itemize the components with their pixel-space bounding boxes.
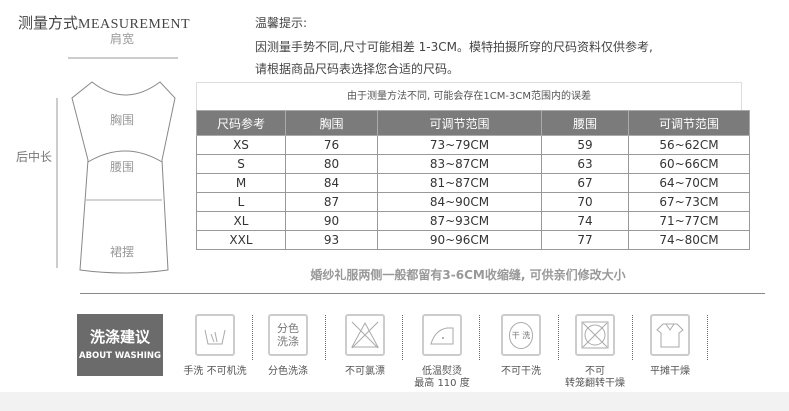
care-label: 分色洗涤	[268, 366, 308, 377]
header-waist: 腰围	[541, 110, 629, 136]
table-row: S 80 83~87CM 63 60~66CM	[196, 154, 750, 174]
care-label: 低温熨烫 最高 110 度	[414, 366, 470, 389]
washing-title-en: ABOUT WASHING	[78, 351, 161, 361]
table-cell: 67~73CM	[628, 192, 750, 212]
table-cell: XL	[196, 211, 286, 231]
header-bust: 胸围	[285, 110, 378, 136]
table-cell: M	[196, 173, 286, 193]
no-tumble-dry-icon	[575, 314, 615, 356]
title-cn: 测量方式	[18, 14, 79, 32]
care-item: 不可氯漂	[340, 314, 390, 378]
table-cell: XS	[196, 135, 286, 155]
table-cell: 71~77CM	[628, 211, 750, 231]
table-cell: 87~93CM	[377, 211, 542, 231]
title-en: MEASUREMENT	[78, 17, 191, 32]
dress-diagram	[56, 57, 178, 274]
table-cell: 67	[541, 173, 629, 193]
header-bust-range: 可调节范围	[377, 110, 542, 136]
care-label: 不可干洗	[501, 366, 541, 377]
table-cell: 80	[285, 154, 378, 174]
table-header: 尺码参考 胸围 可调节范围 腰围 可调节范围	[196, 110, 750, 136]
washing-badge: 洗涤建议 ABOUT WASHING	[77, 314, 163, 376]
separator	[402, 315, 403, 360]
table-cell: 60~66CM	[628, 154, 750, 174]
table-cell: 84	[285, 173, 378, 193]
care-item: 不可 转笼翻转干燥	[565, 314, 625, 390]
separator	[707, 315, 708, 360]
table-cell: 64~70CM	[628, 173, 750, 193]
table-cell: 90~96CM	[377, 230, 542, 250]
care-icon-text: 干 洗	[508, 321, 534, 349]
table-cell: 81~87CM	[377, 173, 542, 193]
separator	[558, 315, 559, 360]
shoulder-label: 肩宽	[110, 32, 135, 46]
table-cell: 70	[541, 192, 629, 212]
hand-wash-icon	[195, 314, 235, 356]
table-cell: 56~62CM	[628, 135, 750, 155]
table-cell: 90	[285, 211, 378, 231]
care-item: 平摊干燥	[645, 314, 695, 378]
table-note: 婚纱礼服两侧一般都留有3-6CM收缩缝, 可供亲们修改大小	[310, 268, 626, 282]
table-cell: 77	[541, 230, 629, 250]
table-cell: L	[196, 192, 286, 212]
hem-label: 裙摆	[110, 245, 135, 259]
table-cell: 59	[541, 135, 629, 155]
separator	[479, 315, 480, 360]
tips-line2: 请根据商品尺码表选择您合适的尺码。	[255, 62, 460, 76]
low-iron-icon	[422, 314, 462, 356]
length-label: 后中长	[16, 150, 53, 164]
washing-title-cn: 洗涤建议	[89, 328, 150, 346]
table-cell: 87	[285, 192, 378, 212]
table-cell: XXL	[196, 230, 286, 250]
care-label: 手洗 不可机洗	[183, 366, 247, 377]
bottom-band	[0, 392, 789, 411]
tips-line1: 因测量手势不同,尺寸可能相差 1-3CM。模特拍摄所穿的尺码资料仅供参考,	[255, 40, 653, 54]
table-row: L 87 84~90CM 70 67~73CM	[196, 192, 750, 212]
care-item: 干 洗不可干洗	[496, 314, 546, 378]
care-item: 低温熨烫 最高 110 度	[414, 314, 470, 390]
table-row: XXL 93 90~96CM 77 74~80CM	[196, 230, 750, 250]
table-cell: S	[196, 154, 286, 174]
header-size: 尺码参考	[196, 110, 286, 136]
separator	[252, 315, 253, 360]
table-row: XS 76 73~79CM 59 56~62CM	[196, 135, 750, 155]
table-cell: 74	[541, 211, 629, 231]
waist-label: 腰围	[110, 160, 135, 174]
table-row: M 84 81~87CM 67 64~70CM	[196, 173, 750, 193]
header-waist-range: 可调节范围	[628, 110, 750, 136]
table-cell: 63	[541, 154, 629, 174]
care-icon-text: 分色 洗涤	[277, 322, 299, 348]
care-label: 不可 转笼翻转干燥	[565, 366, 625, 389]
table-subtitle: 由于测量方法不同, 可能会存在1CM-3CM范围内的误差	[196, 82, 742, 110]
table-cell: 83~87CM	[377, 154, 542, 174]
table-cell: 76	[285, 135, 378, 155]
size-table: 尺码参考 胸围 可调节范围 腰围 可调节范围 XS 76 73~79CM 59 56~6…	[196, 110, 750, 250]
table-cell: 74~80CM	[628, 230, 750, 250]
care-label: 不可氯漂	[345, 366, 385, 377]
bust-label: 胸围	[110, 113, 135, 127]
care-label: 平摊干燥	[650, 366, 690, 377]
care-item: 手洗 不可机洗	[183, 314, 247, 378]
care-item: 分色 洗涤 分色洗涤	[263, 314, 313, 378]
separator	[325, 315, 326, 360]
separator	[632, 315, 633, 360]
table-row: XL 90 87~93CM 74 71~77CM	[196, 211, 750, 231]
separate-wash-icon: 分色 洗涤	[268, 314, 308, 356]
flat-dry-icon	[650, 314, 690, 356]
table-cell: 84~90CM	[377, 192, 542, 212]
divider	[80, 293, 765, 294]
no-dry-clean-icon: 干 洗	[501, 314, 541, 356]
table-cell: 73~79CM	[377, 135, 542, 155]
tips-heading: 温馨提示:	[255, 16, 308, 30]
measurement-title: 测量方式MEASUREMENT	[18, 12, 190, 33]
no-bleach-icon	[345, 314, 385, 356]
table-cell: 93	[285, 230, 378, 250]
